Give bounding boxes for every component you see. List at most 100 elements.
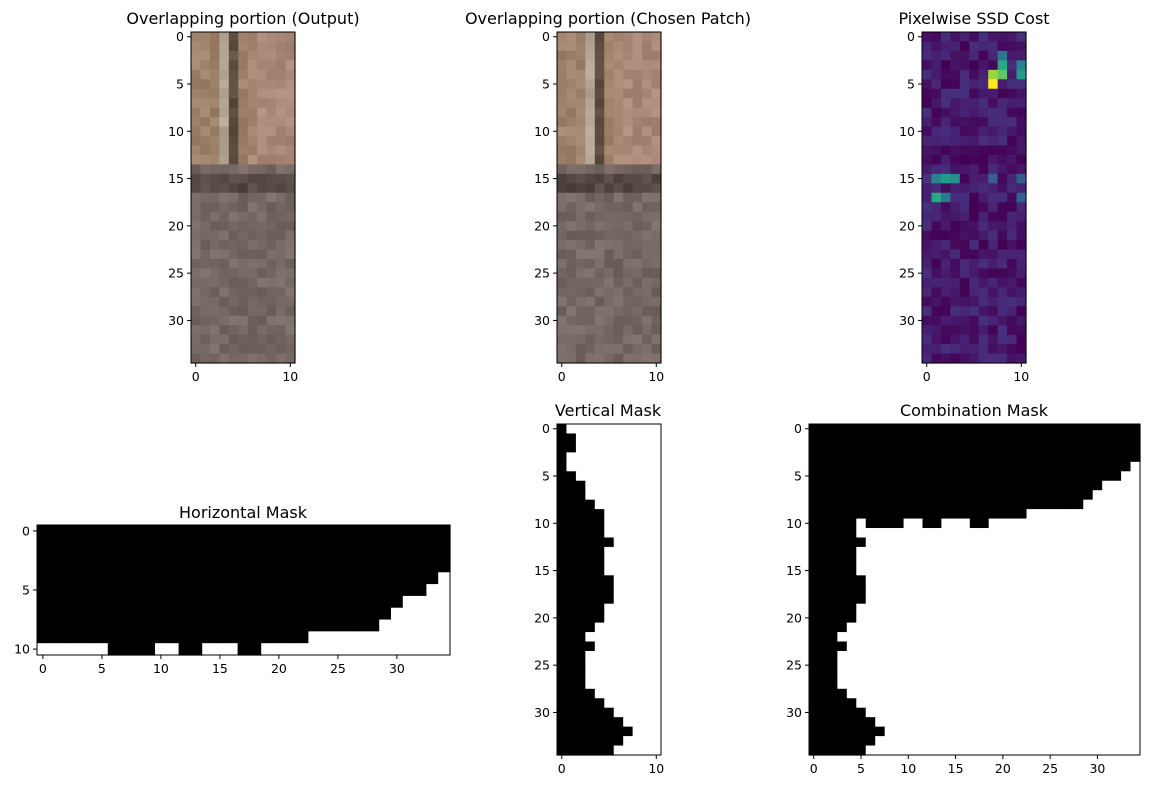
cmask-pixel-cell [1073, 509, 1084, 520]
vmask-pixel-cell [566, 490, 577, 501]
vmask-pixel-cell [613, 490, 624, 501]
hmask-pixel-cell [155, 631, 168, 644]
hmask-pixel-cell [414, 572, 427, 585]
ssd-pixel-cell [988, 98, 999, 109]
cmask-pixel-cell [837, 745, 848, 756]
vmask-pixel-cell [594, 622, 605, 633]
cmask-pixel-cell [875, 556, 886, 567]
cmask-pixel-cell [913, 632, 924, 643]
cmask-pixel-cell [856, 745, 867, 756]
x-tick-label: 0 [558, 369, 566, 384]
ssd-pixel-cell [988, 69, 999, 80]
cmask-pixel-cell [1007, 433, 1018, 444]
ssd-pixel-cell [969, 126, 980, 137]
cmask-pixel-cell [894, 442, 905, 453]
cmask-pixel-cell [856, 575, 867, 586]
cmask-pixel-cell [960, 518, 971, 529]
cmask-pixel-cell [941, 745, 952, 756]
patch-pixel-cell [557, 192, 568, 203]
cmask-pixel-cell [809, 584, 820, 595]
cmask-pixel-cell [922, 603, 933, 614]
patch-pixel-cell [604, 258, 615, 270]
cmask-pixel-cell [969, 707, 980, 718]
cmask-pixel-cell [969, 650, 980, 662]
cmask-pixel-cell [1102, 717, 1113, 728]
output-pixel-cell [238, 183, 249, 194]
hmask-pixel-cell [131, 631, 144, 644]
y-tick-label: 10 [786, 516, 802, 531]
output-pixel-cell [209, 50, 220, 61]
cmask-pixel-cell [827, 650, 838, 662]
vmask-pixel-cell [623, 660, 634, 671]
cmask-pixel-cell [979, 736, 990, 747]
patch-pixel-cell [623, 173, 634, 184]
hmask-pixel-cell [166, 595, 180, 609]
cmask-pixel-cell [1083, 669, 1094, 680]
cmask-pixel-cell [1102, 679, 1113, 690]
patch-pixel-cell [594, 164, 605, 175]
patch-pixel-cell [594, 126, 605, 137]
x-tick-label: 15 [948, 761, 964, 776]
patch-pixel-cell [585, 258, 596, 270]
hmask-pixel-cell [60, 560, 73, 573]
cmask-pixel-cell [875, 717, 886, 728]
hmask-pixel-cell [37, 607, 50, 621]
hmask-pixel-cell [166, 536, 180, 550]
patch-pixel-cell [632, 344, 643, 355]
cmask-pixel-cell [1017, 594, 1028, 605]
vmask-pixel-cell [557, 650, 568, 662]
cmask-pixel-cell [1026, 669, 1037, 680]
cmask-pixel-cell [827, 669, 838, 680]
cmask-pixel-cell [846, 641, 857, 652]
cmask-pixel-cell [1045, 603, 1056, 614]
hmask-pixel-cell [284, 619, 298, 632]
output-pixel-cell [238, 126, 249, 137]
ssd-pixel-cell [931, 202, 942, 213]
output-pixel-cell [257, 315, 268, 326]
cmask-pixel-cell [1007, 736, 1018, 747]
vmask-pixel-cell [651, 594, 662, 605]
vmask-pixel-cell [642, 594, 653, 605]
ssd-pixel-cell [950, 249, 961, 260]
cmask-pixel-cell [837, 575, 848, 586]
vmask-pixel-cell [566, 717, 577, 728]
vmask-pixel-cell [557, 490, 568, 501]
output-pixel-cell [257, 344, 268, 355]
patch-pixel-cell [632, 50, 643, 61]
output-pixel-cell [238, 353, 249, 364]
patch-pixel-cell [594, 277, 605, 288]
cmask-pixel-cell [827, 641, 838, 652]
ssd-pixel-cell [988, 117, 999, 128]
vmask-pixel-cell [594, 424, 605, 435]
hmask-pixel-cell [320, 607, 333, 621]
hmask-pixel-cell [414, 536, 427, 550]
vmask-pixel-cell [594, 528, 605, 539]
vmask-pixel-cell [651, 528, 662, 539]
patch-pixel-cell [623, 32, 634, 43]
cmask-pixel-cell [913, 471, 924, 482]
cmask-pixel-cell [913, 546, 924, 557]
ssd-pixel-cell [1016, 353, 1027, 364]
ssd-pixel-cell [1007, 344, 1018, 355]
hmask-pixel-cell [178, 619, 191, 632]
y-tick-label: 5 [176, 77, 184, 92]
cmask-pixel-cell [1064, 442, 1075, 453]
ssd-pixel-cell [959, 98, 970, 109]
hmask-pixel-cell [379, 584, 392, 597]
cmask-pixel-cell [1092, 433, 1103, 444]
patch-pixel-cell [594, 202, 605, 213]
cmask-pixel-cell [1035, 745, 1047, 756]
cmask-pixel-cell [1054, 461, 1065, 472]
cmask-pixel-cell [1017, 632, 1028, 643]
cmask-pixel-cell [1045, 707, 1056, 718]
cmask-pixel-cell [922, 660, 933, 671]
cmask-pixel-cell [894, 509, 905, 520]
patch-pixel-cell [557, 353, 568, 364]
ssd-pixel-cell [988, 202, 999, 213]
patch-pixel-cell [557, 154, 568, 165]
ssd-pixel-cell [1007, 211, 1018, 222]
vmask-pixel-cell [651, 736, 662, 747]
cmask-pixel-cell [913, 499, 924, 510]
cmask-pixel-cell [818, 650, 829, 662]
hmask-pixel-cell [343, 607, 357, 621]
